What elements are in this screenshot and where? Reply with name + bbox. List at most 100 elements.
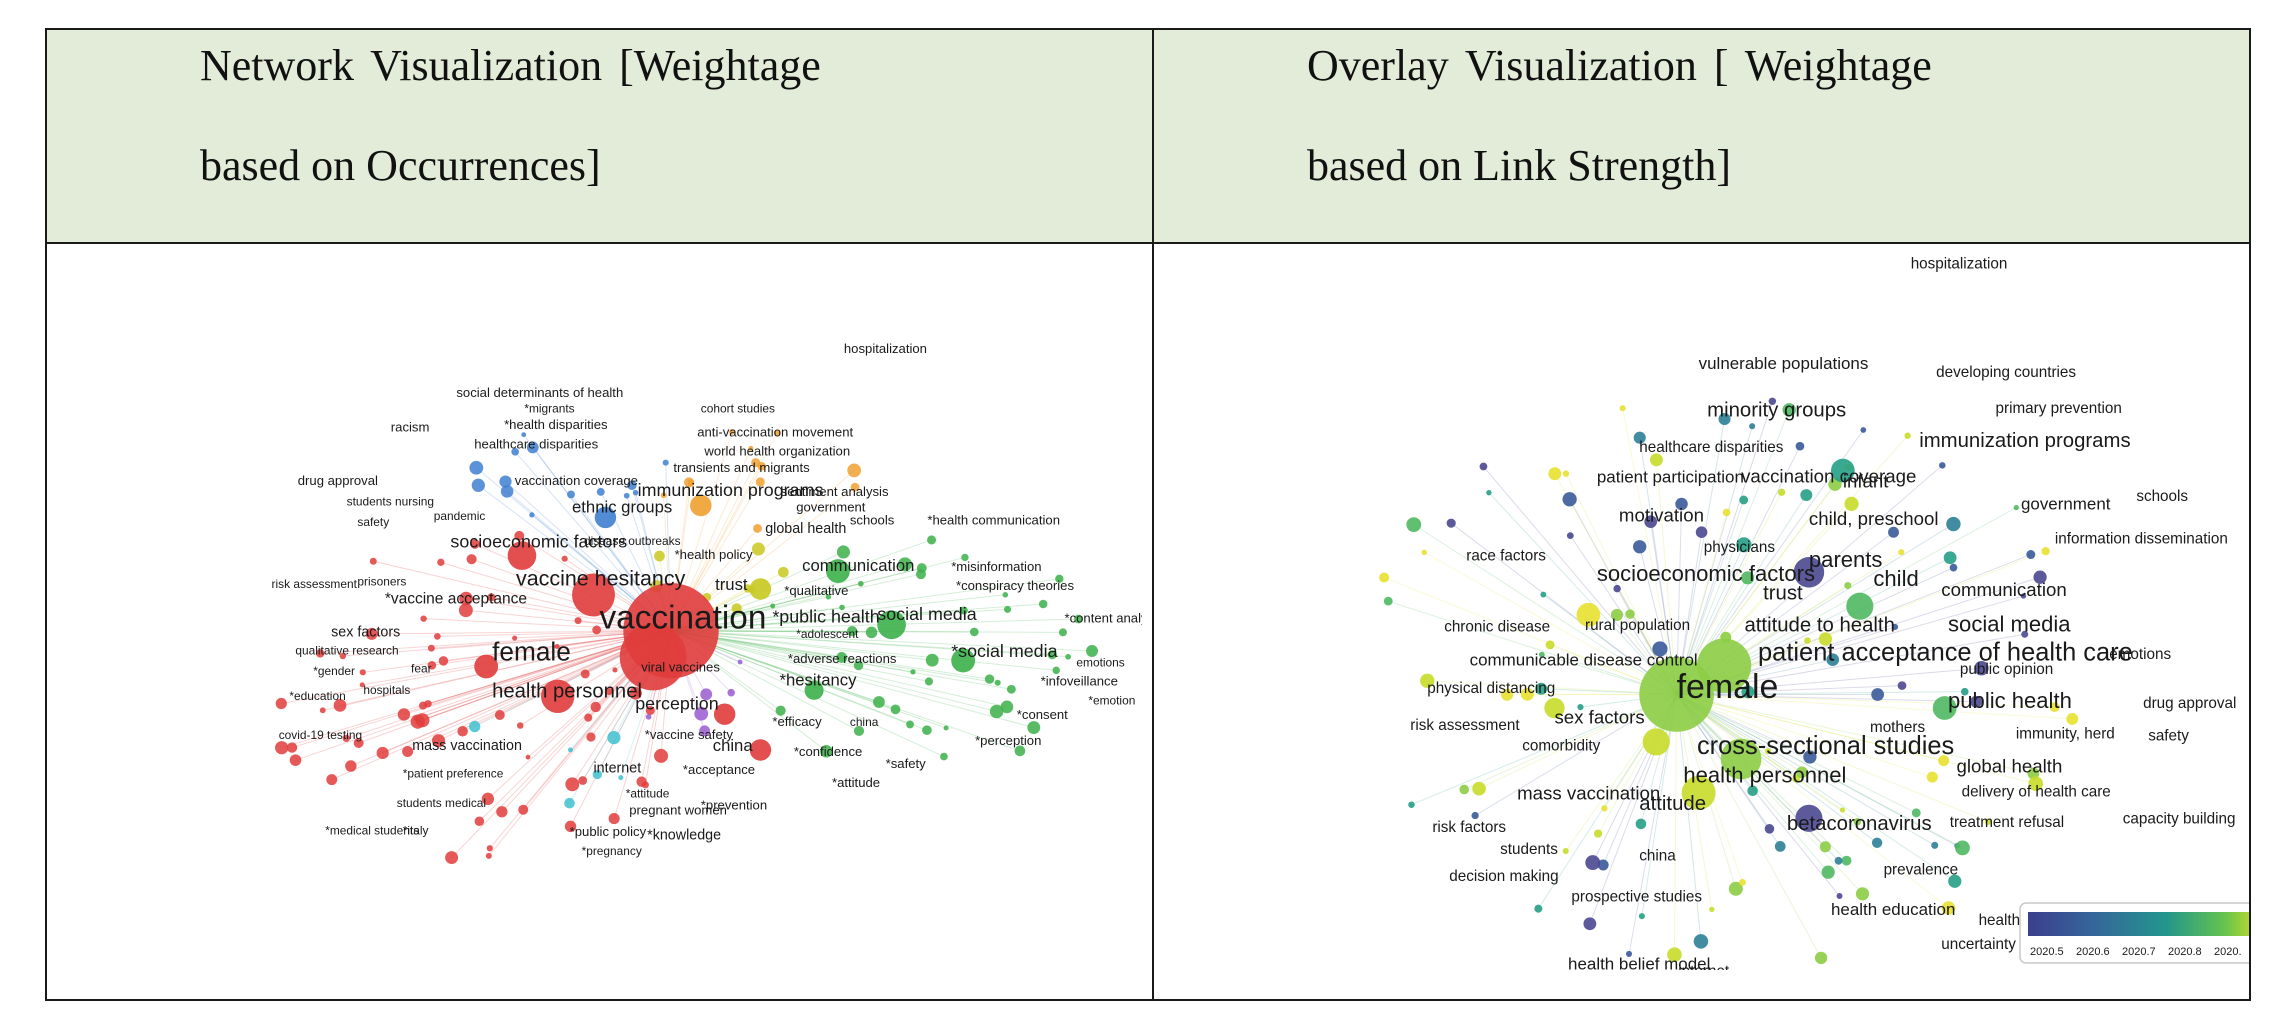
network-node-100 (1003, 605, 1012, 613)
network-node-26 (466, 554, 477, 565)
network-label: *misinformation (951, 559, 1041, 574)
network-node-115 (529, 512, 535, 518)
overlay-node-5 (2041, 547, 2050, 556)
network-label: vaccine hesitancy (516, 566, 686, 590)
overlay-label: information dissemination (2055, 530, 2228, 547)
network-label: pregnant women (629, 802, 727, 817)
overlay-link (1676, 694, 1829, 873)
network-node-43 (525, 754, 531, 760)
overlay-node-97 (1871, 688, 1885, 701)
network-node-71 (1038, 599, 1048, 609)
overlay-node-58 (1625, 950, 1633, 957)
scale-tick-2: 2020.6 (2076, 946, 2110, 958)
network-node-10 (420, 615, 427, 622)
overlay-link (1676, 694, 1863, 895)
network-label: *medical students (325, 824, 419, 838)
network-label: china (713, 736, 754, 755)
overlay-link (1676, 426, 1753, 695)
network-node-63 (289, 754, 302, 766)
overlay-node-79 (2026, 550, 2036, 560)
overlay-node-87 (1741, 685, 1755, 699)
overlay-node-6 (1583, 917, 1597, 931)
overlay-label: uncertainty (1941, 936, 2016, 953)
overlay-node-114 (1548, 467, 1562, 481)
right-header-cell: Overlay Visualization [ Weightage based … (1154, 30, 2249, 242)
overlay-node-47 (1796, 766, 1808, 779)
overlay-node-124 (1793, 557, 1825, 588)
network-node-110 (1006, 684, 1016, 694)
overlay-node-107 (1839, 807, 1846, 813)
overlay-link (1676, 693, 2034, 774)
network-link (670, 618, 1079, 632)
network-node-76 (910, 669, 916, 675)
network-label: schools (850, 513, 895, 528)
network-link (373, 560, 672, 632)
overlay-label: immunization programs (1919, 430, 2130, 452)
network-label: anti-vaccination movement (697, 424, 853, 439)
overlay-link (1676, 694, 1956, 882)
network-label: *vaccine acceptance (385, 590, 527, 607)
network-label: *qualitative (784, 583, 848, 598)
network-label: cohort studies (701, 402, 775, 416)
network-node-66 (434, 633, 441, 640)
network-node-175 (804, 680, 824, 700)
overlay-label: mass vaccination (1517, 783, 1660, 804)
network-label: *health disparities (504, 417, 608, 432)
overlay-node-11 (1911, 808, 1921, 818)
network-link (320, 630, 672, 654)
network-label: china (850, 715, 879, 729)
network-link (670, 556, 966, 632)
network-node-41 (418, 701, 428, 710)
overlay-node-60 (1520, 687, 1534, 701)
network-node-5 (486, 845, 493, 852)
overlay-link (1676, 694, 1949, 909)
network-node-72 (959, 606, 968, 615)
overlay-node-83 (1888, 526, 1899, 538)
network-node-36 (369, 557, 377, 565)
overlay-link (1676, 694, 1847, 861)
overlay-node-23 (1675, 497, 1688, 511)
overlay-link (1565, 473, 1678, 695)
figure-table: Network Visualization [Weightage based o… (45, 28, 2251, 1001)
overlay-node-15 (1765, 748, 1772, 755)
network-label: social media (877, 604, 976, 624)
overlay-label: female (1677, 668, 1779, 706)
network-label: *attitude (626, 787, 670, 801)
overlay-node-43 (1695, 526, 1708, 539)
network-node-111 (836, 545, 850, 559)
overlay-label: social media (1948, 612, 2071, 637)
network-node-17 (427, 644, 435, 652)
network-node-93 (853, 725, 865, 737)
network-node-48 (437, 558, 445, 567)
network-link (291, 630, 672, 749)
network-node-156 (564, 797, 575, 809)
overlay-label: internet (1678, 963, 1730, 970)
network-label: mass vaccination (412, 738, 522, 754)
overlay-node-40 (1566, 532, 1574, 540)
network-node-53 (592, 625, 602, 635)
network-node-109 (1065, 653, 1071, 660)
overlay-node-116 (1667, 947, 1682, 962)
network-label: *pregnancy (582, 844, 642, 858)
network-node-167 (877, 610, 906, 640)
overlay-node-76 (1610, 608, 1624, 621)
network-link (342, 630, 672, 657)
network-node-114 (770, 603, 776, 609)
network-label: qualitative research (295, 644, 398, 658)
network-link (670, 630, 997, 712)
network-node-150 (699, 725, 711, 737)
table-divider-vertical (1152, 28, 1154, 1001)
overlay-link (1676, 693, 1933, 778)
network-label: *perception (975, 733, 1041, 748)
overlay-node-12 (1853, 818, 1862, 826)
overlay-node-52 (1782, 403, 1796, 417)
network-node-108 (1047, 650, 1057, 660)
overlay-link (1383, 577, 1677, 695)
overlay-node-99 (1693, 934, 1709, 949)
overlay-node-59 (1635, 818, 1647, 830)
network-label: fear (411, 661, 432, 675)
overlay-node-71 (1585, 855, 1601, 871)
overlay-node-68 (1946, 516, 1961, 532)
overlay-node-86 (1970, 695, 1982, 708)
network-node-120 (627, 480, 637, 490)
